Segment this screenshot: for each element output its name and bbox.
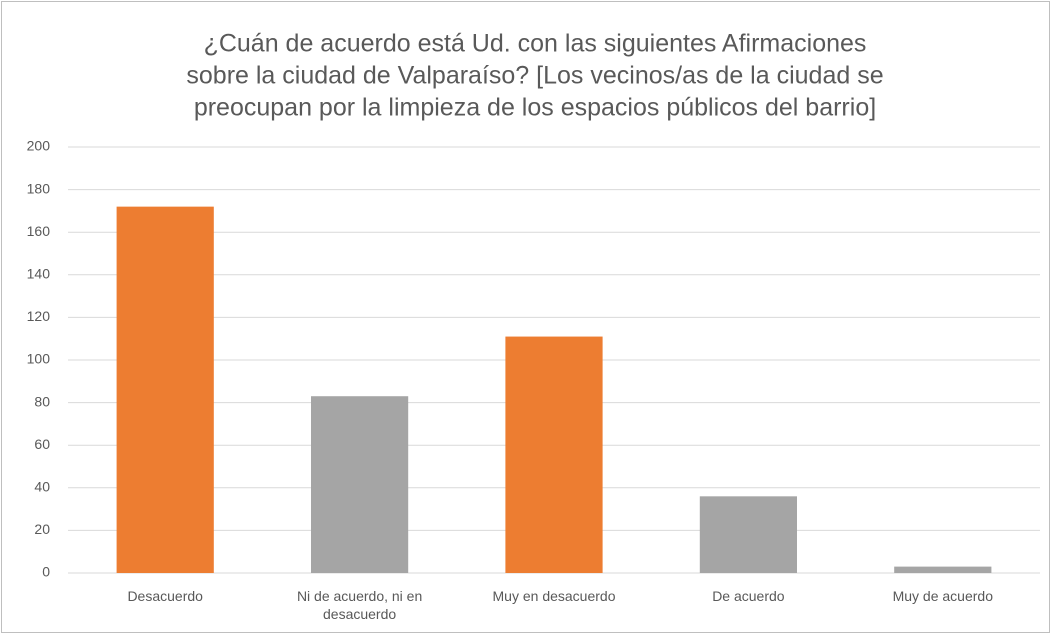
chart-title: ¿Cuán de acuerdo está Ud. con las siguie… [204,30,867,58]
x-tick-label: Ni de acuerdo, ni en desacuerdo [296,588,423,622]
bar [311,396,409,573]
x-tick-label: Muy en desacuerdo [492,588,616,604]
bar [505,336,603,573]
chart-title: preocupan por la limpieza de los espacio… [194,94,876,122]
bar [116,206,214,573]
y-tick-label: 0 [42,564,50,580]
y-tick-label: 40 [34,479,50,495]
chart-title: sobre la ciudad de Valparaíso? [Los veci… [186,62,883,90]
x-tick-label: Desacuerdo [127,588,203,604]
y-tick-label: 80 [34,393,50,409]
y-tick-label: 180 [27,180,51,196]
y-tick-label: 120 [27,308,51,324]
y-tick-label: 160 [27,223,51,239]
bar [699,496,797,573]
y-tick-label: 20 [34,521,50,537]
y-tick-label: 60 [34,436,50,452]
y-tick-label: 200 [27,138,51,154]
bar [894,566,992,573]
x-tick-label: De acuerdo [712,588,785,604]
y-tick-label: 100 [27,351,51,367]
x-tick-label: Muy de acuerdo [892,588,993,604]
y-tick-label: 140 [27,266,51,282]
